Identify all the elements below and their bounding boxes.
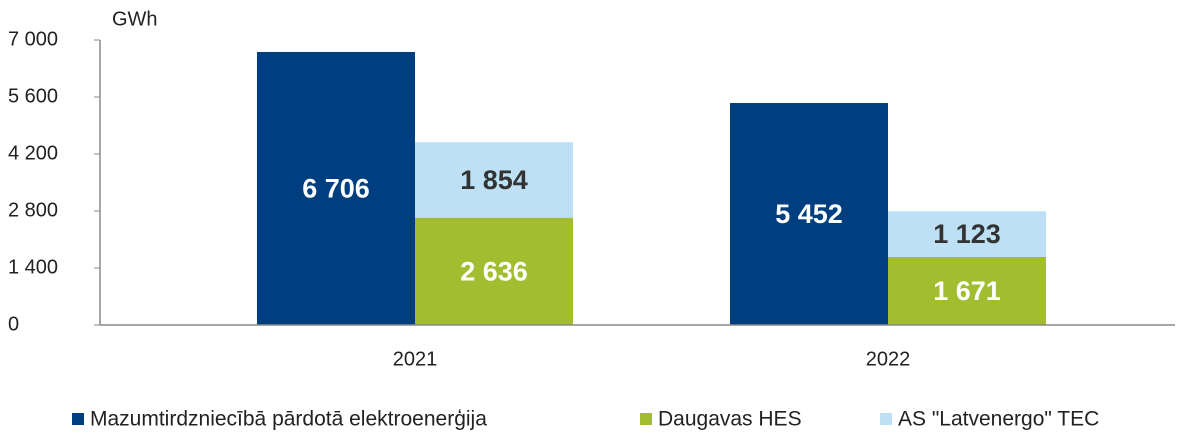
data-label: 1 854 <box>460 165 528 195</box>
legend-swatch <box>640 413 652 425</box>
legend-swatch <box>880 413 892 425</box>
bar <box>415 142 573 218</box>
data-label: 1 123 <box>933 219 1001 249</box>
x-tick-label: 2022 <box>866 348 911 370</box>
bar <box>257 51 415 325</box>
data-label: 1 671 <box>933 276 1001 306</box>
y-axis-label: GWh <box>112 8 158 30</box>
y-tick-label: 0 <box>8 313 19 335</box>
data-label: 2 636 <box>460 256 528 286</box>
legend-label: AS "Latvenergo" TEC <box>898 408 1099 431</box>
bar <box>888 211 1046 257</box>
data-label: 6 706 <box>302 174 370 204</box>
y-tick-label: 4 200 <box>8 142 58 164</box>
y-tick-label: 7 000 <box>8 28 58 50</box>
legend-label: Daugavas HES <box>658 408 802 431</box>
x-tick-label: 2021 <box>393 348 438 370</box>
y-tick-label: 2 800 <box>8 199 58 221</box>
y-tick-label: 1 400 <box>8 256 58 278</box>
bar <box>888 256 1046 325</box>
legend-swatch <box>72 413 84 425</box>
bar <box>730 103 888 325</box>
data-label: 5 452 <box>775 199 843 229</box>
y-tick-label: 5 600 <box>8 85 58 107</box>
bar <box>415 217 573 325</box>
legend-label: Mazumtirdzniecībā pārdotā elektroenerģij… <box>90 408 487 431</box>
